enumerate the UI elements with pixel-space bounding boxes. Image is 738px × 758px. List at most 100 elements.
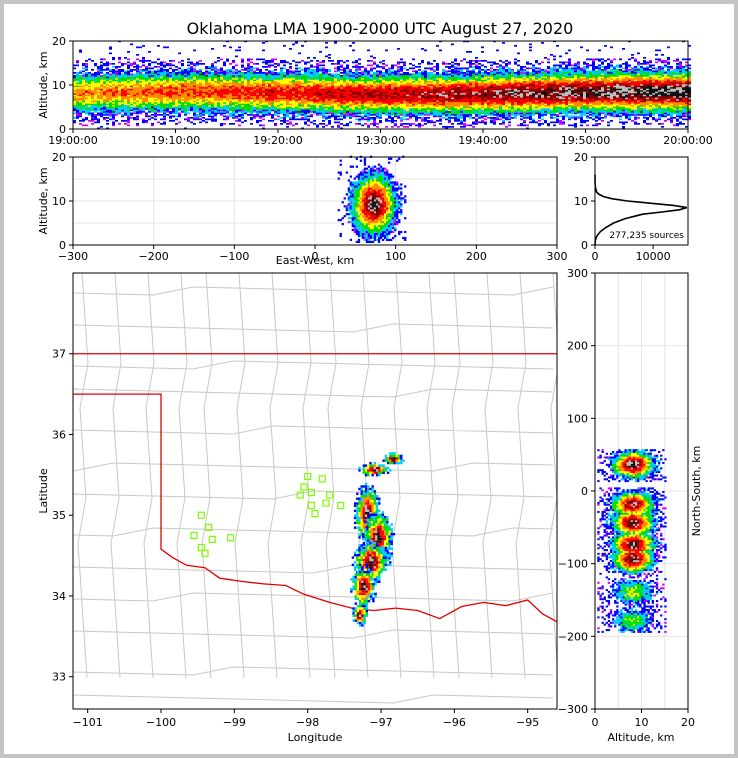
- density-cell: [91, 96, 94, 98]
- density-cell: [220, 103, 223, 106]
- density-cell: [175, 111, 178, 113]
- density-cell: [391, 117, 394, 119]
- density-cell: [289, 93, 292, 95]
- density-cell: [175, 93, 178, 95]
- density-cell: [310, 102, 313, 104]
- density-cell: [283, 108, 286, 110]
- density-cell: [157, 72, 160, 74]
- density-cell: [418, 88, 421, 91]
- density-cell: [244, 103, 247, 106]
- density-cell: [79, 115, 82, 118]
- density-cell: [397, 108, 400, 110]
- density-cell: [367, 97, 370, 100]
- density-cell: [151, 82, 154, 85]
- density-cell: [232, 99, 235, 101]
- density-cell: [223, 76, 226, 79]
- density-cell: [454, 66, 457, 68]
- density-cell: [340, 60, 343, 62]
- density-cell: [112, 73, 115, 76]
- density-cell: [223, 109, 226, 112]
- density-cell: [187, 112, 190, 115]
- density-cell: [283, 72, 286, 74]
- density-cell: [103, 63, 106, 65]
- density-cell: [340, 111, 343, 113]
- density-cell: [379, 115, 382, 118]
- density-cell: [463, 67, 466, 70]
- density-cell: [151, 99, 154, 101]
- density-cell: [394, 79, 397, 82]
- density-cell: [277, 78, 280, 80]
- density-cell: [325, 84, 328, 86]
- density-cell: [385, 85, 388, 88]
- density-cell: [73, 85, 76, 88]
- density-cell: [403, 114, 406, 116]
- density-cell: [292, 79, 295, 82]
- density-cell: [124, 114, 127, 116]
- density-cell: [328, 70, 331, 73]
- density-cell: [472, 87, 475, 89]
- density-cell: [451, 64, 454, 67]
- density-cell: [439, 112, 442, 115]
- density-cell: [454, 69, 457, 71]
- density-cell: [457, 123, 460, 125]
- density-cell: [76, 87, 79, 89]
- density-cell: [376, 93, 379, 95]
- density-cell: [409, 87, 412, 89]
- density-cell: [328, 84, 331, 86]
- density-cell: [343, 94, 346, 97]
- density-cell: [418, 72, 421, 74]
- density-cell: [358, 115, 361, 118]
- density-cell: [196, 111, 199, 113]
- density-cell: [145, 105, 148, 107]
- density-cell: [235, 115, 238, 118]
- density-cell: [451, 117, 454, 119]
- density-cell: [319, 70, 322, 73]
- density-cell: [145, 69, 148, 71]
- density-cell: [418, 96, 421, 98]
- density-cell: [175, 94, 178, 97]
- density-cell: [433, 94, 436, 97]
- density-cell: [151, 70, 154, 73]
- density-cell: [208, 67, 211, 70]
- density-cell: [121, 111, 124, 113]
- density-cell: [145, 121, 148, 124]
- density-cell: [271, 108, 274, 110]
- density-cell: [475, 75, 478, 77]
- density-cell: [151, 73, 154, 76]
- density-cell: [184, 118, 187, 121]
- density-cell: [322, 72, 325, 74]
- density-cell: [316, 64, 319, 67]
- density-cell: [478, 85, 481, 88]
- density-cell: [172, 112, 175, 115]
- density-cell: [415, 99, 418, 101]
- density-cell: [373, 61, 376, 64]
- density-cell: [409, 94, 412, 97]
- density-cell: [94, 115, 97, 118]
- density-cell: [241, 100, 244, 103]
- density-cell: [244, 82, 247, 85]
- density-cell: [157, 66, 160, 68]
- density-cell: [421, 97, 424, 100]
- density-cell: [85, 96, 88, 98]
- density-cell: [130, 69, 133, 71]
- density-cell: [361, 102, 364, 104]
- density-cell: [352, 87, 355, 89]
- density-cell: [274, 108, 277, 110]
- density-cell: [298, 109, 301, 112]
- density-cell: [238, 78, 241, 80]
- density-cell: [352, 66, 355, 68]
- density-cell: [202, 112, 205, 115]
- density-cell: [364, 67, 367, 70]
- density-cell: [121, 85, 124, 88]
- density-cell: [283, 118, 286, 121]
- density-cell: [481, 82, 484, 85]
- density-cell: [211, 99, 214, 101]
- density-cell: [403, 109, 406, 112]
- density-cell: [454, 87, 457, 89]
- density-cell: [295, 93, 298, 95]
- density-cell: [178, 115, 181, 118]
- density-cell: [187, 78, 190, 80]
- density-cell: [283, 90, 286, 92]
- density-cell: [79, 103, 82, 106]
- density-cell: [280, 75, 283, 77]
